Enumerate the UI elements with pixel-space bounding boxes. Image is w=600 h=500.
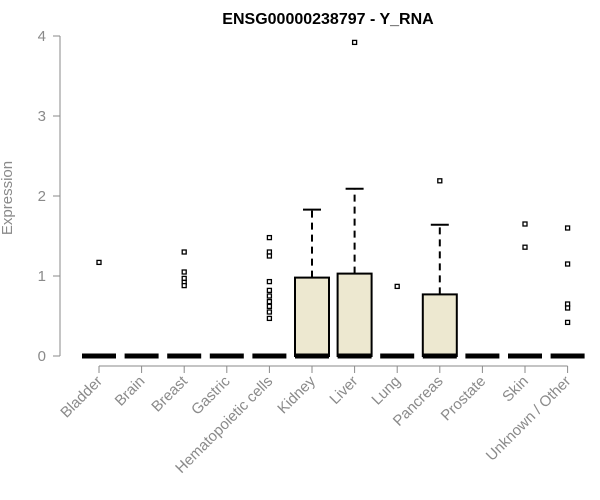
x-tick-label: Bladder [57,373,106,422]
outlier-point [266,309,273,315]
x-tick-label: Breast [148,372,191,415]
box-liver [336,39,373,359]
y-axis-label: Expression [0,161,16,235]
outlier-point [266,293,273,299]
y-tick-label: 0 [38,348,46,365]
outlier-point [96,259,102,266]
outlier-point [266,253,273,259]
x-tick-label: Lung [368,373,404,409]
x-tick-label: Liver [326,373,361,408]
outlier-point [266,287,273,294]
outlier-point [266,315,273,322]
box-breast [167,249,202,359]
box-skin [508,221,542,359]
outlier-point [522,221,528,227]
outlier-point [266,234,273,241]
outlier-point [394,283,400,290]
outlier-point [564,261,571,267]
outlier-point [181,249,187,255]
box-pancreas [421,178,458,359]
outlier-point [522,244,528,250]
outlier-point [266,298,273,305]
y-tick-label: 1 [38,268,46,285]
outlier-point [181,282,187,289]
outlier-point [564,319,571,326]
outlier-point [437,178,443,184]
x-tick-label: Skin [499,373,532,406]
outlier-point [266,303,273,310]
y-tick-label: 2 [38,188,46,205]
outlier-point [181,269,187,275]
y-tick-label: 4 [38,28,46,45]
box-body [294,276,330,358]
outlier-point [564,225,571,231]
y-axis: 0 1 2 3 4 [38,28,61,365]
y-tick-label: 3 [38,108,46,125]
box-unknown-other [550,225,585,359]
chart-title: ENSG00000238797 - Y_RNA [222,11,434,28]
boxes [82,39,585,359]
box-hematopoietic-cells [252,234,287,359]
box-lung [380,283,415,359]
box-bladder [82,259,116,359]
outlier-point [266,278,273,285]
x-tick-label: Prostate [438,373,490,425]
box-body [421,293,458,357]
outlier-point [351,39,358,46]
outlier-point [564,305,571,311]
box-body [336,272,373,358]
x-tick-label: Brain [112,373,149,410]
box-kidney [294,208,330,359]
x-tick-label: Kidney [274,372,319,417]
